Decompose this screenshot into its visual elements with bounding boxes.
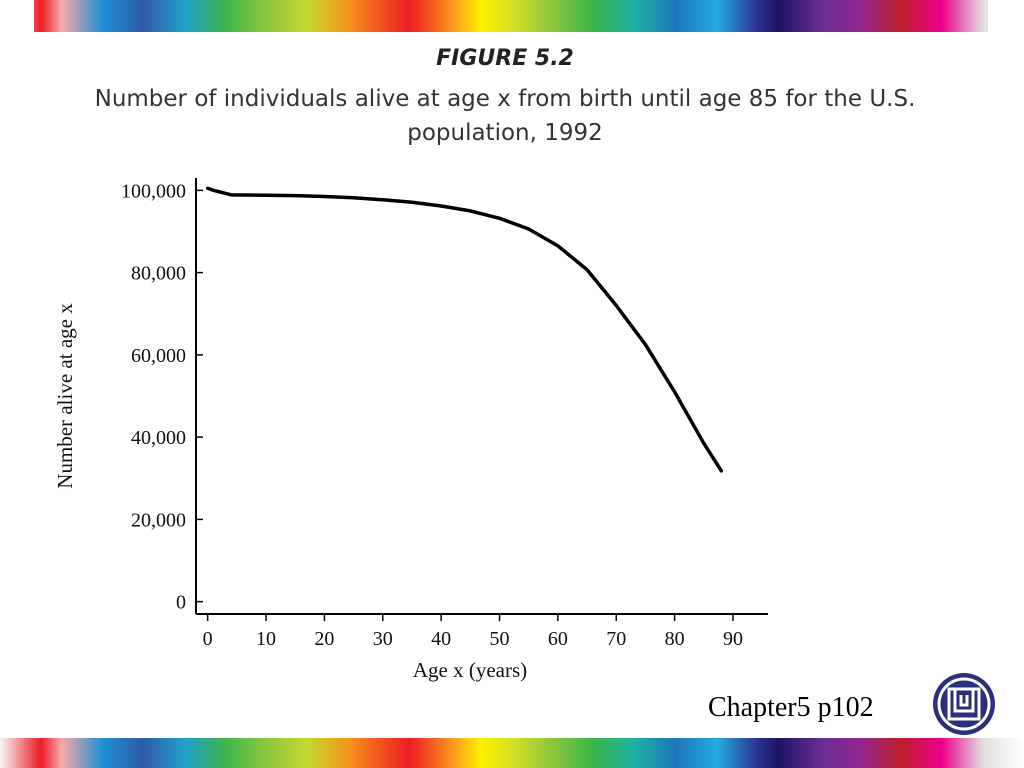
y-tick-label: 0 (176, 592, 186, 614)
x-tick-label: 90 (723, 628, 743, 650)
x-tick-label: 10 (256, 628, 276, 650)
publisher-logo-icon (933, 673, 995, 735)
y-tick-label: 60,000 (131, 345, 186, 367)
x-tick-label: 80 (665, 628, 685, 650)
chapter-page-label: Chapter5 p102 (708, 692, 874, 723)
x-axis-title: Age x (years) (413, 658, 527, 682)
x-tick-label: 0 (203, 628, 213, 650)
x-tick-label: 60 (548, 628, 568, 650)
chart-ticks: 0 10 20 30 40 50 60 70 80 90 0 20,000 40,000 60,000 80… (121, 180, 743, 650)
figure-label: FIGURE 5.2 (436, 46, 574, 71)
figure-caption: Number of individuals alive at age x fro… (94, 86, 916, 146)
y-tick-label: 20,000 (131, 509, 186, 531)
top-color-band (0, 0, 1024, 32)
x-tick-label: 50 (490, 628, 510, 650)
y-tick-label: 80,000 (131, 263, 186, 285)
x-tick-label: 20 (314, 628, 334, 650)
x-tick-label: 40 (431, 628, 451, 650)
x-tick-label: 30 (373, 628, 393, 650)
bottom-color-band (0, 738, 1024, 768)
y-axis-title: Number alive at age x (53, 303, 77, 489)
x-tick-label: 70 (606, 628, 626, 650)
chart-series (205, 186, 724, 473)
y-tick-label: 100,000 (121, 180, 186, 202)
chart-axes (195, 178, 768, 615)
survivorship-line (205, 186, 724, 473)
y-tick-label: 40,000 (131, 427, 186, 449)
